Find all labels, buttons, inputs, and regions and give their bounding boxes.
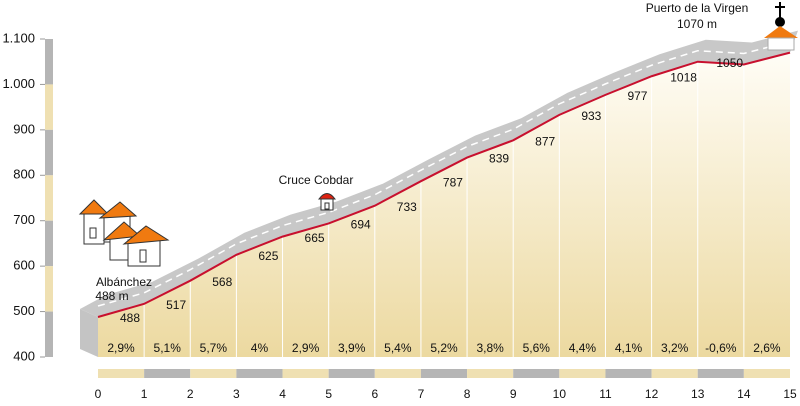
- road-centerline: [97, 40, 791, 307]
- gradient-label: 3,2%: [661, 341, 689, 355]
- km-strip: [420, 369, 468, 378]
- axis-strip: [45, 311, 53, 357]
- village-icon: [78, 199, 170, 267]
- gradient-label: 3,9%: [338, 341, 366, 355]
- gradient-label: 2,6%: [753, 341, 781, 355]
- km-strip: [697, 369, 744, 378]
- mid-name: Cruce Cobdar: [279, 173, 354, 187]
- value-label: 568: [212, 275, 232, 289]
- km-strip: [467, 369, 514, 378]
- gradient-label: 5,1%: [154, 341, 182, 355]
- gradient-label: 5,6%: [523, 341, 551, 355]
- gradient-label: -0,6%: [705, 341, 737, 355]
- gradient-label: 5,4%: [384, 341, 412, 355]
- summit-icon: [764, 2, 798, 51]
- gradient-label: 4,4%: [569, 341, 597, 355]
- km-strip: [282, 369, 329, 378]
- x-tick-label: 8: [464, 387, 471, 401]
- value-label: 839: [489, 152, 509, 166]
- x-tick-label: 0: [95, 387, 102, 401]
- gradient-label: 3,8%: [476, 341, 504, 355]
- value-label: 733: [397, 200, 417, 214]
- y-tick-label: 800: [13, 167, 35, 182]
- km-strip: [328, 369, 375, 378]
- axis-strip: [45, 129, 53, 176]
- x-tick-label: 10: [553, 387, 567, 401]
- value-label: 1050: [716, 56, 743, 70]
- km-strip: [374, 369, 421, 378]
- x-tick-label: 14: [737, 387, 751, 401]
- value-label: 625: [258, 249, 278, 263]
- side-face: [80, 309, 98, 357]
- km-strip: [651, 369, 698, 378]
- gradient-label: 4,1%: [615, 341, 643, 355]
- y-tick-label: 900: [13, 121, 35, 136]
- value-label: 488: [120, 311, 140, 325]
- y-tick-label: 600: [13, 258, 35, 273]
- value-label: 1018: [670, 70, 697, 84]
- value-label: 877: [535, 134, 555, 148]
- value-label: 977: [627, 89, 647, 103]
- gradient-label: 5,7%: [200, 341, 228, 355]
- y-tick-label: 400: [13, 348, 35, 363]
- axis-strip: [45, 220, 53, 267]
- km-strip: [144, 369, 191, 378]
- x-tick-label: 11: [599, 387, 612, 401]
- cobdar-icon: [318, 193, 336, 211]
- top-name: Puerto de la Virgen: [646, 1, 749, 15]
- x-tick-label: 15: [783, 387, 797, 401]
- gradient-label: 5,2%: [430, 341, 458, 355]
- km-strip: [559, 369, 606, 378]
- km-strip: [236, 369, 283, 378]
- axis-strip: [45, 266, 53, 312]
- value-label: 787: [443, 175, 463, 189]
- km-strip: [743, 369, 790, 378]
- x-tick-label: 12: [645, 387, 659, 401]
- km-strip: [605, 369, 652, 378]
- top-elevation: 1070 m: [677, 17, 717, 31]
- x-tick-label: 7: [418, 387, 425, 401]
- value-label: 933: [581, 109, 601, 123]
- x-tick-label: 9: [510, 387, 517, 401]
- gradient-label: 2,9%: [292, 341, 320, 355]
- x-tick-label: 4: [279, 387, 286, 401]
- km-strip: [98, 369, 145, 378]
- value-label: 694: [351, 218, 371, 232]
- x-tick-label: 2: [187, 387, 194, 401]
- value-label: 665: [305, 231, 325, 245]
- x-tick-label: 5: [325, 387, 332, 401]
- value-label: 517: [166, 298, 186, 312]
- x-tick-label: 6: [371, 387, 378, 401]
- axis-strip: [45, 175, 53, 221]
- x-tick-label: 1: [141, 387, 148, 401]
- start-name: Albánchez: [96, 275, 152, 289]
- km-strip: [513, 369, 560, 378]
- y-tick-label: 700: [13, 212, 35, 227]
- y-tick-label: 1.000: [2, 76, 35, 91]
- area: [98, 52, 790, 357]
- x-tick-label: 3: [233, 387, 240, 401]
- km-strip: [190, 369, 237, 378]
- axis-strip: [45, 39, 53, 85]
- gradient-label: 2,9%: [107, 341, 135, 355]
- y-tick-label: 1.100: [2, 30, 35, 45]
- y-tick-label: 500: [13, 303, 35, 318]
- gradient-label: 4%: [251, 341, 269, 355]
- axis-strip: [45, 84, 53, 130]
- x-tick-label: 13: [691, 387, 705, 401]
- start-elevation: 488 m: [95, 289, 128, 303]
- profile-line: [97, 51, 791, 318]
